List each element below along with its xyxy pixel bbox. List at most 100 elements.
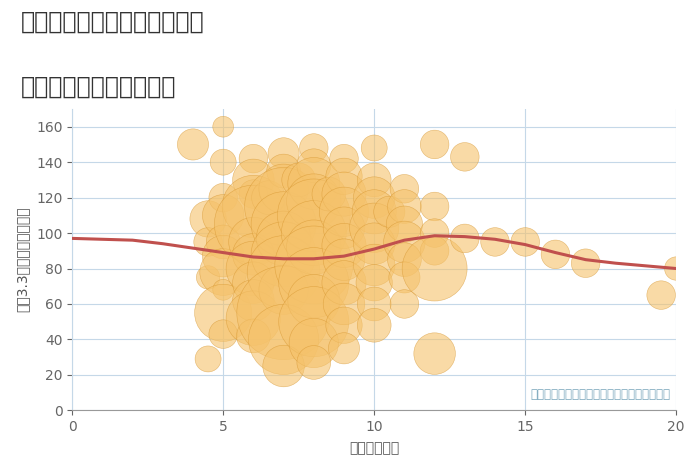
Point [338,321,349,329]
Point [369,240,380,248]
Point [369,194,380,201]
Point [202,238,214,246]
Point [248,265,259,272]
Point [338,155,349,163]
Point [218,212,229,219]
Point [278,235,289,242]
Point [248,176,259,184]
Point [248,314,259,322]
Point [278,149,289,157]
Point [218,158,229,166]
Point [218,286,229,294]
Point [369,224,380,232]
Point [278,167,289,175]
Point [338,279,349,287]
Point [218,309,229,317]
Point [399,256,410,263]
Point [338,172,349,180]
Point [308,297,319,304]
Point [278,362,289,370]
Point [308,339,319,347]
Point [248,251,259,258]
Point [399,185,410,193]
Point [293,176,304,184]
Point [399,274,410,281]
Point [369,261,380,269]
Point [429,350,440,357]
Point [278,220,289,228]
Point [429,247,440,255]
Point [248,238,259,246]
Point [429,203,440,210]
Point [550,251,561,258]
Point [338,208,349,216]
Point [308,279,319,287]
Point [202,215,214,223]
Point [323,190,335,198]
Point [218,238,229,246]
Point [369,279,380,287]
Point [278,203,289,210]
Point [308,318,319,325]
Point [278,185,289,193]
Point [338,224,349,232]
Point [308,144,319,152]
Point [278,336,289,343]
Point [248,203,259,210]
Point [278,309,289,317]
Text: 大阪府大阪市東住吉区桑津の: 大阪府大阪市東住吉区桑津の [21,9,204,33]
Point [308,261,319,269]
Point [308,243,319,251]
Point [369,208,380,216]
Point [218,330,229,338]
Point [459,153,470,161]
Point [338,256,349,263]
Point [278,286,289,294]
Text: 円の大きさは、取引のあった物件面積を示す: 円の大きさは、取引のあった物件面積を示す [530,388,670,401]
Point [429,141,440,148]
Point [338,345,349,352]
Point [429,229,440,237]
Point [248,220,259,228]
Point [248,297,259,304]
Point [218,268,229,276]
Point [580,259,592,267]
Point [399,203,410,210]
Point [202,274,214,281]
Point [308,229,319,237]
Point [248,332,259,340]
Point [308,197,319,205]
X-axis label: 駅距離（分）: 駅距離（分） [349,441,399,455]
Point [188,141,199,148]
Point [202,355,214,363]
Point [399,238,410,246]
Point [308,180,319,187]
Point [308,212,319,219]
Point [429,265,440,272]
Point [384,208,395,216]
Point [248,279,259,287]
Point [338,190,349,198]
Point [369,300,380,308]
Point [308,162,319,170]
Point [263,194,274,201]
Point [399,220,410,228]
Point [218,252,229,260]
Point [338,242,349,249]
Point [489,238,500,246]
Point [369,176,380,184]
Point [248,155,259,163]
Point [218,123,229,131]
Point [218,194,229,201]
Point [519,238,531,246]
Point [459,235,470,242]
Point [369,144,380,152]
Point [399,300,410,308]
Text: 駅距離別中古戸建て価格: 駅距離別中古戸建て価格 [21,75,176,99]
Point [278,251,289,258]
Point [308,359,319,366]
Point [369,321,380,329]
Point [655,291,666,299]
Point [671,265,682,272]
Point [338,300,349,308]
